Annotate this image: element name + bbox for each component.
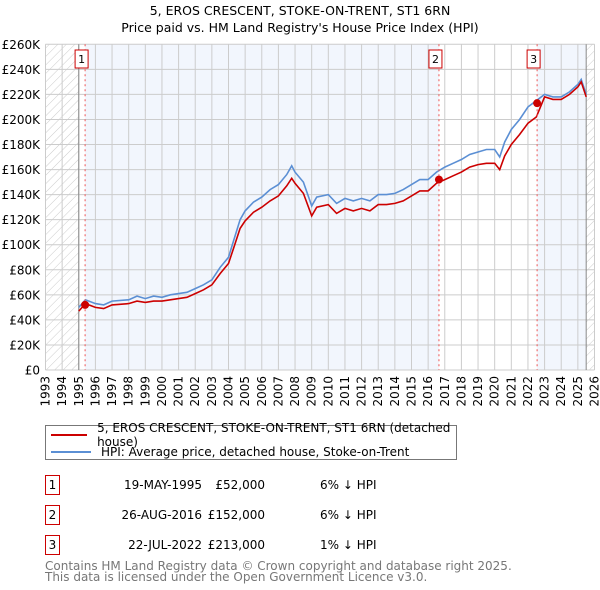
x-tick-label: 2008 xyxy=(288,376,302,407)
x-tick-label: 2006 xyxy=(255,376,269,407)
sale-label-box xyxy=(428,49,443,69)
x-tick-label: 2012 xyxy=(355,376,369,407)
x-tick-label: 1995 xyxy=(72,376,86,407)
y-tick-label: £20K xyxy=(9,338,41,352)
x-tick-label: 1997 xyxy=(105,376,119,407)
x-tick-label: 2000 xyxy=(155,376,169,407)
sale-number: 1 xyxy=(45,475,60,495)
x-tick-label: 1993 xyxy=(39,376,53,407)
legend-swatch-red xyxy=(51,434,88,436)
sale-hpi-diff: 6% ↓ HPI xyxy=(320,508,377,522)
x-tick-label: 2001 xyxy=(172,376,186,407)
y-tick-label: £220K xyxy=(2,88,42,102)
sale-point xyxy=(434,175,443,184)
y-tick-label: £180K xyxy=(2,138,42,152)
legend-label: HPI: Average price, detached house, Stok… xyxy=(101,445,410,459)
sale-date: 19-MAY-1995 xyxy=(123,478,202,492)
sale-date: 22-JUL-2022 xyxy=(128,538,202,552)
x-tick-label: 1996 xyxy=(88,376,102,407)
legend-label: 5, EROS CRESCENT, STOKE-ON-TRENT, ST1 6R… xyxy=(97,421,451,449)
legend-swatch-blue xyxy=(51,451,91,453)
sale-row: 3 22-JUL-2022 £213,000 1% ↓ HPI xyxy=(45,535,465,559)
legend-item-hpi: HPI: Average price, detached house, Stok… xyxy=(51,444,409,460)
x-tick-label: 2010 xyxy=(321,376,335,407)
sale-point xyxy=(533,99,542,108)
x-tick-label: 2022 xyxy=(521,376,535,407)
x-tick-label: 2015 xyxy=(405,376,419,407)
x-tick-label: 1999 xyxy=(138,376,152,407)
x-tick-label: 2025 xyxy=(571,376,585,407)
sale-price: £52,000 xyxy=(215,478,265,492)
sale-label: 3 xyxy=(530,53,537,66)
sale-price: £213,000 xyxy=(207,538,265,552)
sale-label: 2 xyxy=(432,53,439,66)
sale-row: 2 26-AUG-2016 £152,000 6% ↓ HPI xyxy=(45,505,465,529)
sale-number: 3 xyxy=(45,535,60,555)
y-tick-label: £0 xyxy=(25,364,40,378)
no-data-hatch xyxy=(586,44,595,371)
x-tick-label: 2017 xyxy=(438,376,452,407)
y-tick-label: £240K xyxy=(2,63,42,77)
sale-hpi-diff: 1% ↓ HPI xyxy=(320,538,377,552)
x-tick-label: 2002 xyxy=(188,376,202,407)
x-tick-label: 2007 xyxy=(271,376,285,407)
x-tick-label: 2005 xyxy=(238,376,252,407)
legend: 5, EROS CRESCENT, STOKE-ON-TRENT, ST1 6R… xyxy=(45,421,457,460)
x-tick-label: 2020 xyxy=(488,376,502,407)
series-line xyxy=(78,77,587,308)
legend-item-property: 5, EROS CRESCENT, STOKE-ON-TRENT, ST1 6R… xyxy=(51,421,456,449)
y-tick-label: £160K xyxy=(2,163,42,177)
x-tick-label: 1998 xyxy=(122,376,136,407)
x-tick-label: 2016 xyxy=(421,376,435,407)
y-tick-label: £60K xyxy=(9,288,41,302)
footer-copyright: Contains HM Land Registry data © Crown c… xyxy=(45,559,512,573)
x-tick-label: 2019 xyxy=(471,376,485,407)
y-tick-label: £140K xyxy=(2,188,42,202)
x-tick-label: 2004 xyxy=(222,376,236,407)
sale-point xyxy=(81,300,90,309)
sale-row: 1 19-MAY-1995 £52,000 6% ↓ HPI xyxy=(45,475,465,499)
sale-label-box xyxy=(74,49,89,69)
y-tick-label: £40K xyxy=(9,313,41,327)
y-tick-label: £260K xyxy=(2,38,42,52)
y-tick-label: £200K xyxy=(2,113,42,127)
x-tick-label: 2023 xyxy=(538,376,552,407)
y-tick-label: £120K xyxy=(2,213,42,227)
chart-title: 5, EROS CRESCENT, STOKE-ON-TRENT, ST1 6R… xyxy=(149,3,451,18)
sale-date: 26-AUG-2016 xyxy=(121,508,203,522)
series-line xyxy=(78,80,587,312)
sale-number: 2 xyxy=(45,505,60,525)
x-tick-label: 2024 xyxy=(554,376,568,407)
x-tick-label: 1994 xyxy=(55,376,69,407)
sale-label: 1 xyxy=(78,53,85,66)
sale-label-box xyxy=(526,49,541,69)
y-tick-label: £100K xyxy=(2,238,42,252)
footer-licence: This data is licensed under the Open Gov… xyxy=(45,570,428,584)
sale-hpi-diff: 6% ↓ HPI xyxy=(320,478,377,492)
x-tick-label: 2003 xyxy=(205,376,219,407)
price-chart: 1993 1994 1995 1996 1997 1998 1999 2000 2001 2002… xyxy=(2,38,600,407)
x-tick-label: 2009 xyxy=(305,376,319,407)
x-tick-label: 2021 xyxy=(504,376,518,407)
y-tick-label: £80K xyxy=(9,263,41,277)
x-tick-label: 2018 xyxy=(454,376,468,407)
sale-price: £152,000 xyxy=(207,508,265,522)
x-tick-label: 2013 xyxy=(371,376,385,407)
x-tick-label: 2014 xyxy=(388,376,402,407)
chart-subtitle: Price paid vs. HM Land Registry's House … xyxy=(121,20,479,35)
x-tick-label: 2011 xyxy=(338,376,352,407)
x-tick-label: 2026 xyxy=(588,376,600,407)
